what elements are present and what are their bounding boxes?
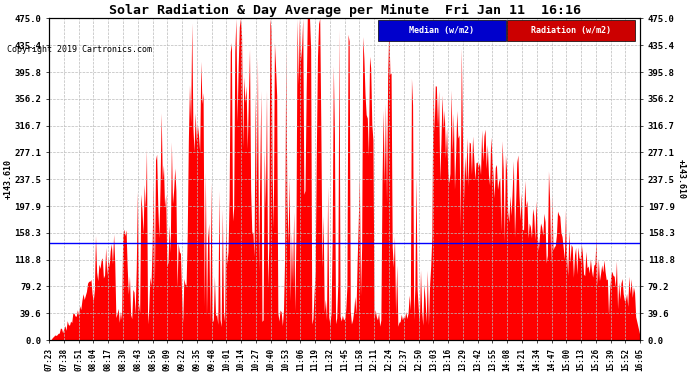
Text: Median (w/m2): Median (w/m2) bbox=[409, 26, 474, 35]
Y-axis label: +143.610: +143.610 bbox=[4, 159, 13, 199]
Text: Copyright 2019 Cartronics.com: Copyright 2019 Cartronics.com bbox=[7, 45, 152, 54]
Y-axis label: +143.610: +143.610 bbox=[677, 159, 686, 199]
Text: Radiation (w/m2): Radiation (w/m2) bbox=[531, 26, 611, 35]
Title: Solar Radiation & Day Average per Minute  Fri Jan 11  16:16: Solar Radiation & Day Average per Minute… bbox=[108, 4, 581, 17]
